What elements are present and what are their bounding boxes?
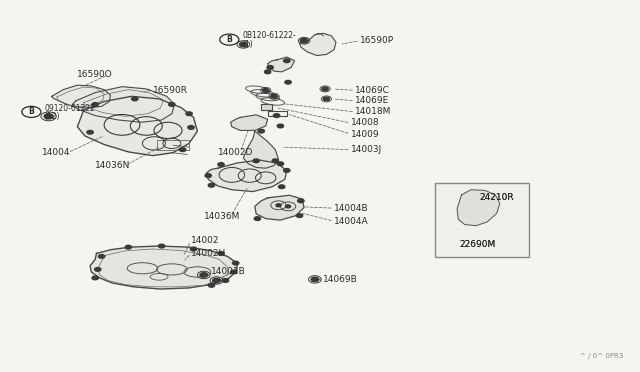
Circle shape: [253, 159, 259, 163]
Circle shape: [232, 261, 239, 265]
Circle shape: [278, 185, 285, 189]
Text: 14002H: 14002H: [191, 249, 227, 258]
Circle shape: [99, 254, 105, 258]
Polygon shape: [52, 85, 111, 108]
Circle shape: [200, 273, 207, 277]
Polygon shape: [457, 190, 500, 226]
Circle shape: [218, 251, 224, 255]
Text: 22690M: 22690M: [460, 240, 495, 249]
Circle shape: [285, 80, 291, 84]
Circle shape: [311, 277, 319, 282]
Circle shape: [254, 217, 260, 221]
Text: 14001B: 14001B: [211, 267, 246, 276]
Text: B: B: [28, 108, 34, 116]
Circle shape: [298, 199, 304, 203]
Circle shape: [188, 126, 194, 129]
Text: 09120-61222: 09120-61222: [44, 104, 95, 113]
Polygon shape: [300, 33, 336, 55]
Circle shape: [323, 97, 330, 101]
Text: 14002: 14002: [191, 236, 220, 246]
Circle shape: [469, 217, 476, 220]
Circle shape: [208, 183, 214, 187]
Polygon shape: [77, 96, 197, 155]
Text: 14004: 14004: [42, 148, 70, 157]
Circle shape: [218, 163, 224, 166]
Circle shape: [169, 103, 175, 106]
Polygon shape: [206, 160, 287, 192]
Text: 16590R: 16590R: [153, 86, 188, 95]
Circle shape: [222, 279, 228, 282]
Text: 14004A: 14004A: [334, 217, 369, 226]
Text: 14069C: 14069C: [355, 86, 390, 95]
Text: 14009: 14009: [351, 129, 380, 139]
Text: 14018M: 14018M: [355, 108, 392, 116]
Circle shape: [273, 114, 280, 118]
Polygon shape: [261, 105, 272, 110]
Circle shape: [205, 174, 211, 177]
Circle shape: [322, 87, 328, 91]
Polygon shape: [90, 246, 237, 289]
Circle shape: [190, 247, 196, 251]
Polygon shape: [72, 87, 174, 122]
Circle shape: [186, 112, 192, 116]
Text: B: B: [227, 35, 232, 44]
Polygon shape: [243, 131, 278, 168]
Text: ^ / 0^ 0PR3: ^ / 0^ 0PR3: [580, 353, 623, 359]
Text: 24210R: 24210R: [479, 193, 515, 202]
Text: 14008: 14008: [351, 119, 380, 128]
Text: 16590P: 16590P: [360, 36, 394, 45]
Circle shape: [272, 159, 278, 163]
Text: 22690M: 22690M: [460, 240, 495, 249]
Text: 16590O: 16590O: [77, 70, 113, 79]
Circle shape: [271, 94, 277, 98]
Circle shape: [284, 59, 290, 62]
Text: (1): (1): [242, 39, 253, 49]
Text: 24210R: 24210R: [479, 193, 515, 202]
Circle shape: [239, 42, 247, 46]
Circle shape: [95, 267, 101, 271]
Text: 14036N: 14036N: [95, 161, 131, 170]
Circle shape: [277, 162, 284, 166]
Circle shape: [264, 70, 271, 74]
Circle shape: [92, 276, 99, 280]
Polygon shape: [255, 195, 304, 220]
Circle shape: [262, 89, 269, 92]
Circle shape: [44, 114, 53, 119]
Circle shape: [87, 131, 93, 134]
Text: (12): (12): [44, 112, 60, 121]
Circle shape: [300, 38, 308, 43]
Circle shape: [125, 245, 132, 249]
Circle shape: [285, 205, 291, 208]
Text: 0B120-61222-: 0B120-61222-: [242, 31, 296, 41]
Text: 14069B: 14069B: [323, 275, 358, 284]
Circle shape: [132, 97, 138, 101]
Text: 14036M: 14036M: [204, 212, 240, 221]
Circle shape: [212, 278, 220, 283]
Circle shape: [179, 148, 186, 151]
Circle shape: [159, 244, 165, 248]
Text: 14003J: 14003J: [351, 145, 382, 154]
Circle shape: [230, 270, 237, 274]
Circle shape: [208, 283, 214, 287]
Circle shape: [267, 65, 273, 69]
Circle shape: [277, 124, 284, 128]
Circle shape: [92, 103, 99, 106]
Circle shape: [296, 214, 303, 218]
Text: 14069E: 14069E: [355, 96, 389, 105]
Polygon shape: [268, 57, 294, 72]
Polygon shape: [230, 115, 268, 131]
Text: 14004B: 14004B: [334, 204, 369, 213]
Circle shape: [483, 204, 491, 208]
Bar: [435, 183, 529, 257]
Circle shape: [258, 129, 264, 133]
Circle shape: [284, 169, 290, 172]
Text: 14002D: 14002D: [218, 148, 253, 157]
Circle shape: [276, 204, 281, 207]
